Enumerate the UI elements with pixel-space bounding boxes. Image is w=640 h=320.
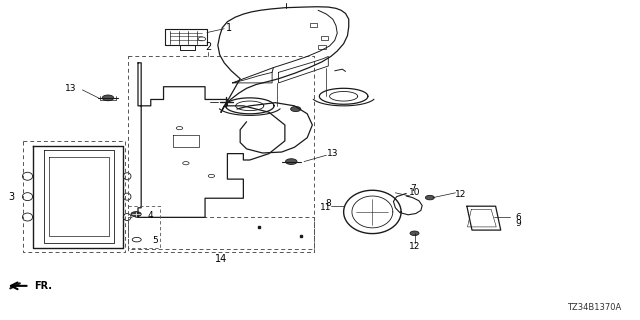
Text: 12: 12 bbox=[409, 242, 420, 251]
Ellipse shape bbox=[22, 213, 33, 221]
Bar bbox=[318, 45, 326, 49]
Bar bbox=[321, 36, 328, 40]
Text: 7: 7 bbox=[410, 184, 415, 193]
Text: 2: 2 bbox=[205, 42, 211, 52]
Text: 3: 3 bbox=[8, 192, 15, 202]
Text: 8: 8 bbox=[326, 198, 332, 207]
Ellipse shape bbox=[22, 193, 33, 201]
Text: 14: 14 bbox=[215, 254, 227, 264]
Circle shape bbox=[426, 196, 435, 200]
Text: TZ34B1370A: TZ34B1370A bbox=[567, 303, 621, 312]
Text: 10: 10 bbox=[409, 188, 420, 197]
Text: 12: 12 bbox=[455, 190, 466, 199]
Ellipse shape bbox=[22, 172, 33, 180]
Circle shape bbox=[285, 159, 297, 164]
Text: FR.: FR. bbox=[34, 281, 52, 291]
Circle shape bbox=[410, 231, 419, 236]
Text: 4: 4 bbox=[148, 211, 153, 220]
Text: 1: 1 bbox=[227, 23, 232, 33]
Text: 9: 9 bbox=[515, 219, 521, 228]
Ellipse shape bbox=[124, 213, 131, 220]
Text: 11: 11 bbox=[320, 203, 332, 212]
Ellipse shape bbox=[124, 173, 131, 180]
Circle shape bbox=[102, 95, 114, 101]
Ellipse shape bbox=[124, 193, 131, 200]
Text: 5: 5 bbox=[153, 236, 159, 245]
Text: 6: 6 bbox=[515, 213, 521, 222]
Text: 13: 13 bbox=[65, 84, 77, 93]
Text: 13: 13 bbox=[327, 149, 339, 158]
Bar bbox=[310, 23, 317, 27]
Circle shape bbox=[291, 107, 301, 112]
Circle shape bbox=[131, 212, 141, 217]
Circle shape bbox=[132, 237, 141, 242]
